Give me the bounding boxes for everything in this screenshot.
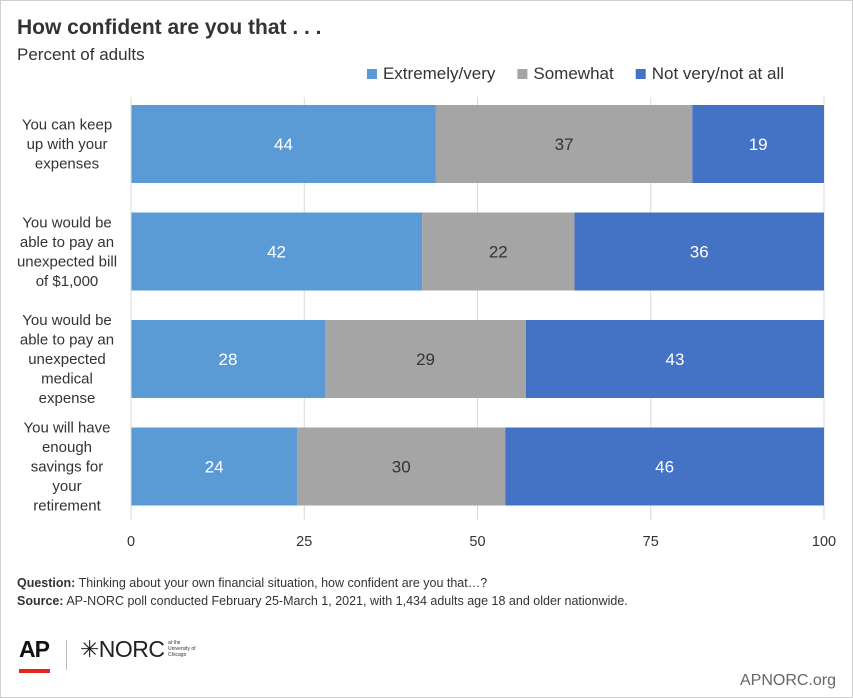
bar-segment [131,105,436,183]
source-text: AP-NORC poll conducted February 25-March… [63,594,628,608]
source-label: Source: [17,594,64,608]
category-label-line: unexpected [28,351,106,368]
question-label: Question: [17,576,76,590]
bar-value-label: 37 [555,135,574,154]
bar-segment [297,427,506,506]
category-label-line: enough [42,439,92,456]
bar-value-label: 43 [666,350,685,369]
x-tick-label: 100 [812,534,836,550]
category-label-line: up with your [27,136,108,153]
legend-swatch [635,69,646,79]
source-note: Source: AP-NORC poll conducted February … [17,594,628,608]
category-label-line: You would be [22,214,112,231]
stacked-bar-chart: 0 25 50 75 100 44 37 19 You can keep up with your… [17,64,836,550]
category-label: You will have enough savings for your retire… [23,420,110,515]
category-label-line: You can keep [22,117,112,134]
bar-segment [574,212,824,291]
bar-value-label: 24 [205,458,224,477]
bar-value-label: 29 [416,350,435,369]
question-text: Thinking about your own financial situat… [75,576,488,590]
bar-value-label: 28 [219,350,238,369]
category-label-line: able to pay an [20,332,114,349]
ap-logo: AP [19,636,50,662]
bar-segment [505,427,824,506]
x-tick-label: 75 [643,534,659,550]
legend-label: Somewhat [533,64,614,83]
bar-segment [325,320,527,398]
bar-value-label: 30 [392,458,411,477]
category-label-line: medical [41,371,93,388]
bar-value-label: 22 [489,243,508,262]
chart-title: How confident are you that . . . [17,16,322,39]
bar-segment [422,212,575,291]
question-note: Question: Thinking about your own financ… [17,576,487,590]
logo-divider [66,640,67,670]
category-label: You can keep up with your expenses [22,117,112,173]
category-label-line: unexpected bill [17,253,117,270]
chart-subtitle: Percent of adults [17,45,145,64]
category-label-line: of $1,000 [36,273,99,290]
bar-value-label: 46 [655,458,674,477]
x-tick-label: 50 [469,534,485,550]
legend-swatch [366,69,377,79]
category-label-line: able to pay an [20,234,114,251]
legend-label: Extremely/very [383,64,496,83]
category-label: You would be able to pay an unexpected medi… [20,312,114,407]
x-tick-label: 0 [127,534,135,550]
category-label-line: You would be [22,312,112,329]
category-label-line: savings for [31,459,104,476]
bar-segment [131,320,326,398]
category-label-line: expense [39,390,96,407]
bar-segment [526,320,824,398]
bar-value-label: 36 [690,243,709,262]
bar-segment [131,212,423,291]
category-label-line: retirement [33,498,101,515]
category-label: You would be able to pay an unexpected bil… [17,214,117,290]
category-label-line: your [52,478,81,495]
x-tick-label: 25 [296,534,312,550]
bar-segment [435,105,693,183]
ap-logo-underline [19,669,50,673]
legend-label: Not very/not at all [652,64,784,83]
category-label-line: expenses [35,156,99,173]
site-link[interactable]: APNORC.org [739,672,836,689]
bar-value-label: 42 [267,243,286,262]
bar-value-label: 44 [274,135,293,154]
legend-swatch [517,69,528,79]
norc-logo-subtext: at the University of Chicago [168,640,196,658]
bar-segment [131,427,298,506]
bar-segment [692,105,824,183]
norc-logo: ✳NORC [80,636,165,662]
bar-value-label: 19 [749,135,768,154]
category-label-line: You will have [23,420,110,437]
